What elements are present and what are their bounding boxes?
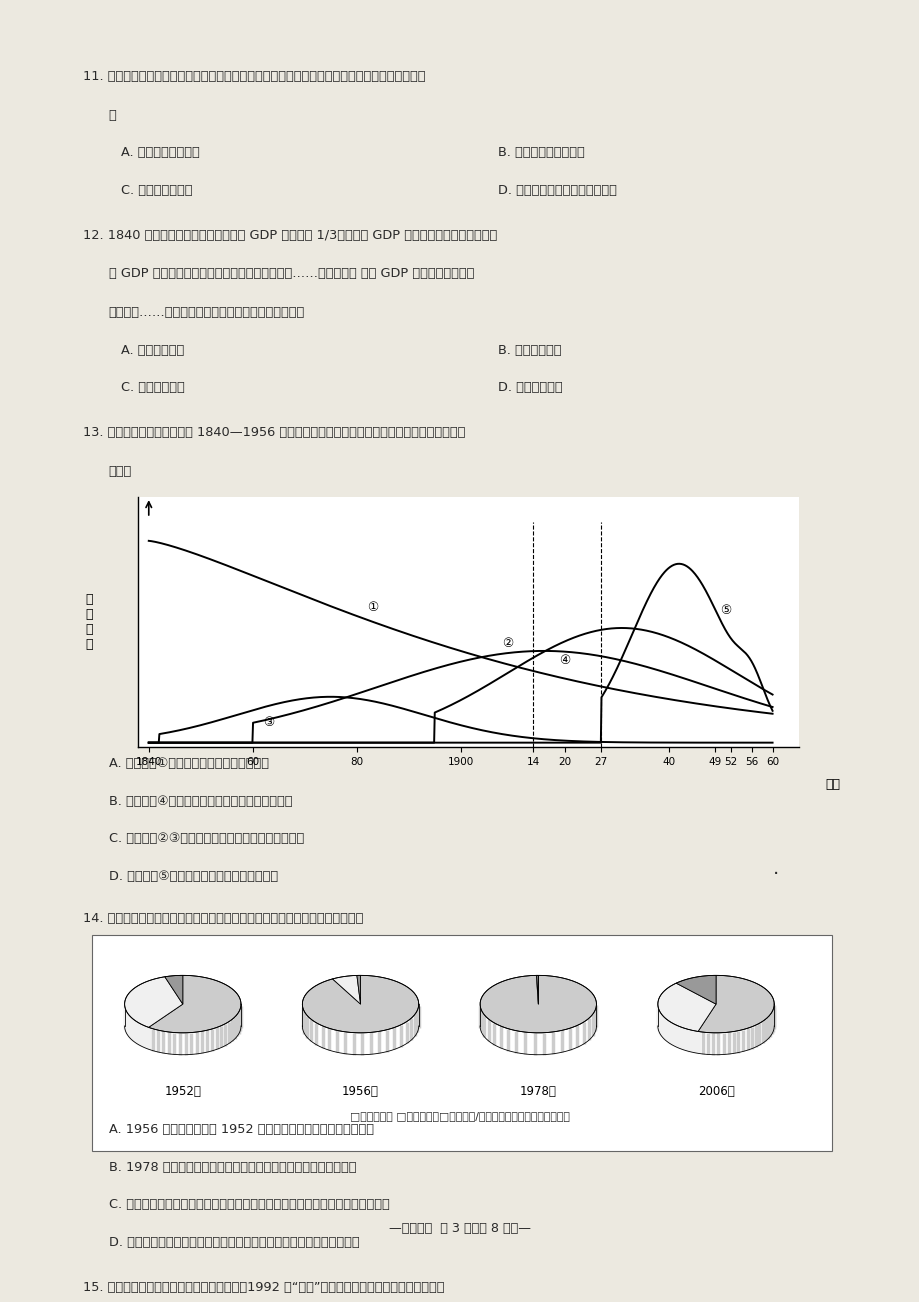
Text: 12. 1840 年英国发动鸦片战争时，中国 GDP 占全球的 1/3，中国的 GDP 比英国大多了，但是，英国: 12. 1840 年英国发动鸦片战争时，中国 GDP 占全球的 1/3，中国的 … xyxy=(84,229,497,242)
Text: B. 1978 年公有制经济一统天下的局面随着改革的进行被彻底打破: B. 1978 年公有制经济一统天下的局面随着改革的进行被彻底打破 xyxy=(108,1161,356,1174)
Text: 确的是: 确的是 xyxy=(108,465,131,478)
Text: B. 轻纺工业到重化工业: B. 轻纺工业到重化工业 xyxy=(497,146,584,159)
Polygon shape xyxy=(657,983,715,1031)
Polygon shape xyxy=(165,975,183,1004)
Text: ③: ③ xyxy=(263,716,274,729)
Text: 2006年: 2006年 xyxy=(697,1086,733,1099)
Polygon shape xyxy=(149,975,241,1032)
Polygon shape xyxy=(124,976,183,1027)
FancyBboxPatch shape xyxy=(92,935,832,1151)
Text: —高三历史  第 3 页（共 8 页）—: —高三历史 第 3 页（共 8 页）— xyxy=(389,1221,530,1234)
Text: D. 各年份国民经济成分的变化分别反映了农村生产关系的四次重大调整: D. 各年份国民经济成分的变化分别反映了农村生产关系的四次重大调整 xyxy=(108,1236,359,1249)
Text: 所
占
比
重: 所 占 比 重 xyxy=(85,594,93,651)
Text: ④: ④ xyxy=(559,655,570,668)
Text: 手工业品……根据材料所知，鸦片战争前的中国落后在: 手工业品……根据材料所知，鸦片战争前的中国落后在 xyxy=(108,306,305,319)
Text: A. 1956 年公有制经济较 1952 年大幅增长主要是三大改造的推动: A. 1956 年公有制经济较 1952 年大幅增长主要是三大改造的推动 xyxy=(108,1124,373,1137)
Text: A. 工厂制到垄断组织: A. 工厂制到垄断组织 xyxy=(121,146,200,159)
Polygon shape xyxy=(675,975,715,1004)
Polygon shape xyxy=(480,975,596,1032)
Text: ⑤: ⑤ xyxy=(720,604,731,617)
Text: C. 思想文化方面: C. 思想文化方面 xyxy=(121,381,185,395)
Text: ·: · xyxy=(772,865,778,884)
Text: 时间: 时间 xyxy=(824,779,839,792)
Text: ②: ② xyxy=(502,637,513,650)
Text: D. 商业资产阶级到工业资产阶级: D. 商业资产阶级到工业资产阶级 xyxy=(497,184,617,197)
Text: 11. 第一次工业革命到第二次工业革命的变革是全方位的巨大变革，其中生产组织形式的飞跃表现: 11. 第一次工业革命到第二次工业革命的变革是全方位的巨大变革，其中生产组织形式… xyxy=(84,70,425,83)
Text: □公有制经济 □私有制经济□三资企业/外商独资、合作经营、合资经营: □公有制经济 □私有制经济□三资企业/外商独资、合作经营、合资经营 xyxy=(350,1111,569,1121)
Text: 15. 中国的改革开放是相辅相成的两个方面。1992 年“改革”层面提出了建立社会主义市场经济体: 15. 中国的改革开放是相辅相成的两个方面。1992 年“改革”层面提出了建立社… xyxy=(84,1281,445,1294)
Polygon shape xyxy=(332,975,360,1004)
Text: A. 经济形态①在中国近代逐渐解体地位较低: A. 经济形态①在中国近代逐渐解体地位较低 xyxy=(108,758,268,771)
Text: 在: 在 xyxy=(108,108,117,121)
Text: C. 新时期公有制经济大幅度缩减的根本原因是受到私有制经济和三资企业的冲击: C. 新时期公有制经济大幅度缩减的根本原因是受到私有制经济和三资企业的冲击 xyxy=(108,1198,389,1211)
Text: 13. 下列图中五条曲线反映了 1840—1956 年间我国五种经济形态的发展变化情况，其中表述不正: 13. 下列图中五条曲线反映了 1840—1956 年间我国五种经济形态的发展变… xyxy=(84,426,465,439)
Text: C. 蠢汽化到电气化: C. 蠢汽化到电气化 xyxy=(121,184,193,197)
Text: D. 社会制度方面: D. 社会制度方面 xyxy=(497,381,562,395)
Text: ①: ① xyxy=(367,600,378,613)
Text: 1956年: 1956年 xyxy=(342,1086,379,1099)
Text: A. 经济总量方面: A. 经济总量方面 xyxy=(121,344,185,357)
Text: B. 经济形态④的发展为民主革命的转化奠定了基础: B. 经济形态④的发展为民主革命的转化奠定了基础 xyxy=(108,794,292,807)
Polygon shape xyxy=(357,975,360,1004)
Polygon shape xyxy=(698,975,774,1032)
Text: D. 经济形态⑤在抗战时期因战时体制迅速膨胀: D. 经济形态⑤在抗战时期因战时体制迅速膨胀 xyxy=(108,870,278,883)
Text: 1978年: 1978年 xyxy=(519,1086,556,1099)
Text: 的 GDP 中钙铁产量不断增加，机器制造不断增加……而中国呢？ 中国 GDP 总量都是农产品，: 的 GDP 中钙铁产量不断增加，机器制造不断增加……而中国呢？ 中国 GDP 总… xyxy=(108,267,473,280)
Text: 1952年: 1952年 xyxy=(165,1086,201,1099)
Text: C. 经济形态②③都在一定程度上推动了中国的近代化: C. 经济形态②③都在一定程度上推动了中国的近代化 xyxy=(108,832,303,845)
Text: 14. 结合下图，分析我国不同时期国民经济成分的变化情况。下列说法正确的是: 14. 结合下图，分析我国不同时期国民经济成分的变化情况。下列说法正确的是 xyxy=(84,913,363,926)
Text: B. 经济结构方面: B. 经济结构方面 xyxy=(497,344,561,357)
Polygon shape xyxy=(536,975,538,1004)
Polygon shape xyxy=(302,975,418,1032)
